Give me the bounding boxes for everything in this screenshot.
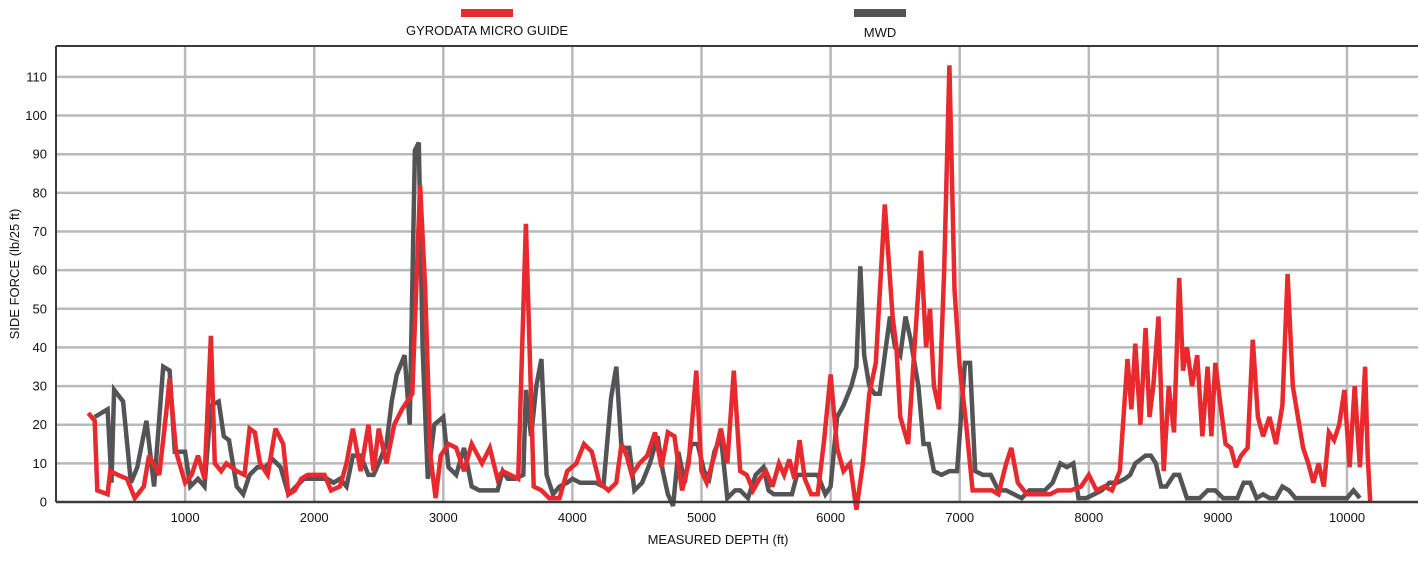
y-tick-label: 20 — [33, 417, 47, 432]
x-axis-label: MEASURED DEPTH (ft) — [648, 532, 789, 547]
x-tick-label: 2000 — [300, 510, 329, 525]
y-tick-label: 110 — [26, 69, 47, 84]
y-tick-label: 30 — [33, 379, 47, 394]
x-tick-label: 3000 — [429, 510, 458, 525]
y-tick-labels: 0 10 20 30 40 50 60 70 80 90 100 110 — [25, 69, 47, 509]
legend-label-gyrodata: GYRODATA MICRO GUIDE — [406, 23, 568, 38]
y-tick-label: 90 — [33, 147, 47, 162]
legend-swatch-mwd — [854, 9, 906, 17]
x-tick-label: 8000 — [1074, 510, 1103, 525]
x-tick-label: 1000 — [171, 510, 200, 525]
y-tick-label: 50 — [33, 301, 47, 316]
legend-swatch-gyrodata — [461, 9, 513, 17]
x-tick-label: 7000 — [945, 510, 974, 525]
y-tick-label: 10 — [33, 456, 47, 471]
y-tick-label: 40 — [33, 340, 47, 355]
x-tick-label: 10000 — [1329, 510, 1365, 525]
y-tick-label: 70 — [33, 224, 47, 239]
y-axis-label: SIDE FORCE (lb/25 ft) — [7, 209, 22, 340]
y-tick-label: 0 — [40, 495, 47, 510]
x-tick-label: 4000 — [558, 510, 587, 525]
series-line-gyrodata — [86, 65, 1373, 511]
legend: GYRODATA MICRO GUIDE MWD — [406, 9, 906, 40]
x-tick-label: 5000 — [687, 510, 716, 525]
y-tick-label: 60 — [33, 263, 47, 278]
x-tick-label: 6000 — [816, 510, 845, 525]
x-tick-label: 9000 — [1203, 510, 1232, 525]
y-tick-label: 80 — [33, 185, 47, 200]
legend-label-mwd: MWD — [864, 25, 897, 40]
series-layer — [86, 65, 1373, 511]
y-tick-label: 100 — [25, 108, 47, 123]
x-tick-labels: 1000 2000 3000 4000 5000 6000 7000 8000 9000 1000… — [171, 510, 1365, 525]
axes — [55, 45, 1418, 504]
